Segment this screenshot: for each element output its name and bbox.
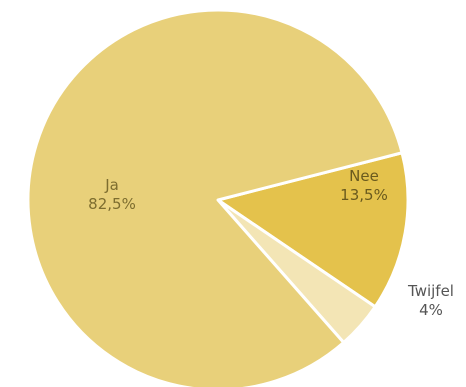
slice-label-twijfel: Twijfel 4% (407, 282, 454, 319)
slice-value-label: 13,5% (340, 186, 388, 204)
slice-label-nee: Nee 13,5% (340, 167, 388, 204)
slice-value-label: 82,5% (88, 195, 136, 213)
slice-category-label: Nee (349, 167, 379, 185)
slice-label-ja: Ja 82,5% (88, 176, 136, 213)
slice-value-label: 4% (419, 301, 443, 319)
pie-labels: Ja 82,5% Nee 13,5% Twijfel 4% (88, 167, 454, 319)
slice-category-label: Twijfel (407, 282, 454, 300)
slice-category-label: Ja (104, 176, 119, 194)
pie-slices (26, 8, 410, 387)
pie-slice-nee (216, 151, 410, 309)
pie-slice-ja (26, 8, 404, 387)
